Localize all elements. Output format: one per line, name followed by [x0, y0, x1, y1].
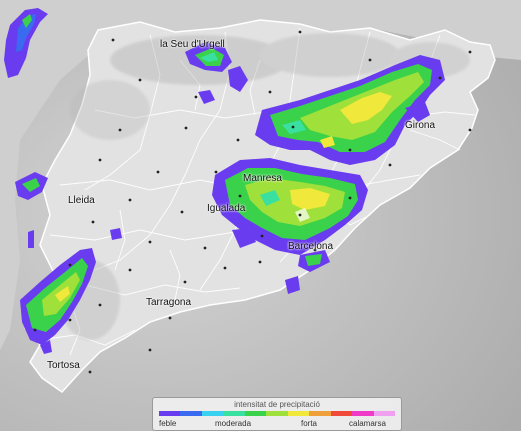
- town-dot: [388, 163, 392, 167]
- town-dot: [348, 148, 352, 152]
- precip-cell: [22, 178, 40, 192]
- legend-color-swatch: [352, 411, 374, 416]
- legend-color-bar: [159, 411, 395, 416]
- precip-cell: [405, 102, 430, 122]
- city-label: Lleida: [68, 195, 95, 206]
- town-dot: [91, 220, 95, 224]
- town-dot: [183, 280, 187, 284]
- precipitation-overlay: [4, 8, 445, 354]
- precip-cell: [340, 92, 392, 124]
- city-dots: [33, 30, 472, 374]
- precip-cell: [40, 340, 52, 354]
- town-dot: [98, 303, 102, 307]
- town-dot: [111, 38, 115, 42]
- precip-cell: [290, 188, 330, 210]
- legend-label-forta: forta: [301, 419, 318, 428]
- town-dot: [438, 76, 442, 80]
- town-dot: [68, 263, 72, 267]
- town-dot: [180, 210, 184, 214]
- legend-color-swatch: [180, 411, 202, 416]
- town-dot: [298, 30, 302, 34]
- city-label: Manresa: [243, 173, 282, 184]
- town-dot: [291, 125, 295, 129]
- precip-cell: [295, 208, 310, 222]
- town-dot: [128, 198, 132, 202]
- town-dot: [313, 248, 317, 252]
- precip-cell: [285, 276, 300, 294]
- legend-color-swatch: [309, 411, 331, 416]
- town-dot: [98, 158, 102, 162]
- precip-cell: [28, 230, 34, 248]
- town-dot: [238, 194, 242, 198]
- town-dot: [184, 126, 188, 130]
- legend-color-swatch: [159, 411, 181, 416]
- city-label: Girona: [405, 120, 436, 131]
- city-label: Igualada: [207, 203, 246, 214]
- town-dot: [268, 90, 272, 94]
- legend-label-feble: feble: [159, 419, 177, 428]
- town-dot: [468, 128, 472, 132]
- legend-label-moderada: moderada: [215, 419, 252, 428]
- legend-color-swatch: [223, 411, 245, 416]
- town-dot: [260, 234, 264, 238]
- town-dot: [168, 316, 172, 320]
- town-dot: [236, 138, 240, 142]
- town-dot: [128, 268, 132, 272]
- town-dot: [203, 246, 207, 250]
- precip-cell: [198, 90, 215, 104]
- town-dot: [138, 78, 142, 82]
- legend-color-swatch: [373, 411, 395, 416]
- town-dot: [348, 196, 352, 200]
- precipitation-legend: intensitat de precipitació feble moderad…: [152, 397, 402, 431]
- precip-cell: [260, 190, 280, 206]
- city-label: Tortosa: [47, 360, 80, 371]
- precip-cell: [305, 254, 322, 266]
- legend-color-swatch: [266, 411, 288, 416]
- precip-cell: [232, 228, 256, 248]
- precip-cell: [55, 286, 70, 302]
- legend-color-swatch: [201, 411, 224, 416]
- town-dot: [468, 50, 472, 54]
- town-dot: [214, 170, 218, 174]
- town-dot: [156, 170, 160, 174]
- town-dot: [298, 213, 302, 217]
- town-dot: [68, 318, 72, 322]
- legend-title: intensitat de precipitació: [234, 400, 320, 409]
- town-dot: [118, 128, 122, 132]
- town-dot: [148, 240, 152, 244]
- town-dot: [258, 260, 262, 264]
- surrounding-land: [0, 0, 521, 350]
- legend-color-swatch: [287, 411, 310, 416]
- precip-cell: [320, 136, 335, 148]
- legend-color-swatch: [330, 411, 353, 416]
- town-dot: [368, 58, 372, 62]
- precip-cell: [110, 228, 122, 240]
- town-dot: [33, 328, 37, 332]
- legend-color-swatch: [244, 411, 267, 416]
- precip-cell: [200, 52, 218, 62]
- city-label: Tarragona: [146, 297, 192, 308]
- precip-cell: [228, 66, 248, 92]
- precip-cell: [4, 8, 48, 78]
- city-label: la Seu d'Urgell: [160, 39, 225, 50]
- town-dot: [194, 95, 198, 99]
- legend-label-calamarsa: calamarsa: [349, 419, 386, 428]
- town-dot: [223, 266, 227, 270]
- town-dot: [88, 370, 92, 374]
- city-label: Barcelona: [288, 241, 334, 252]
- town-dot: [148, 348, 152, 352]
- precip-cell: [16, 14, 36, 52]
- precip-cell: [22, 14, 32, 28]
